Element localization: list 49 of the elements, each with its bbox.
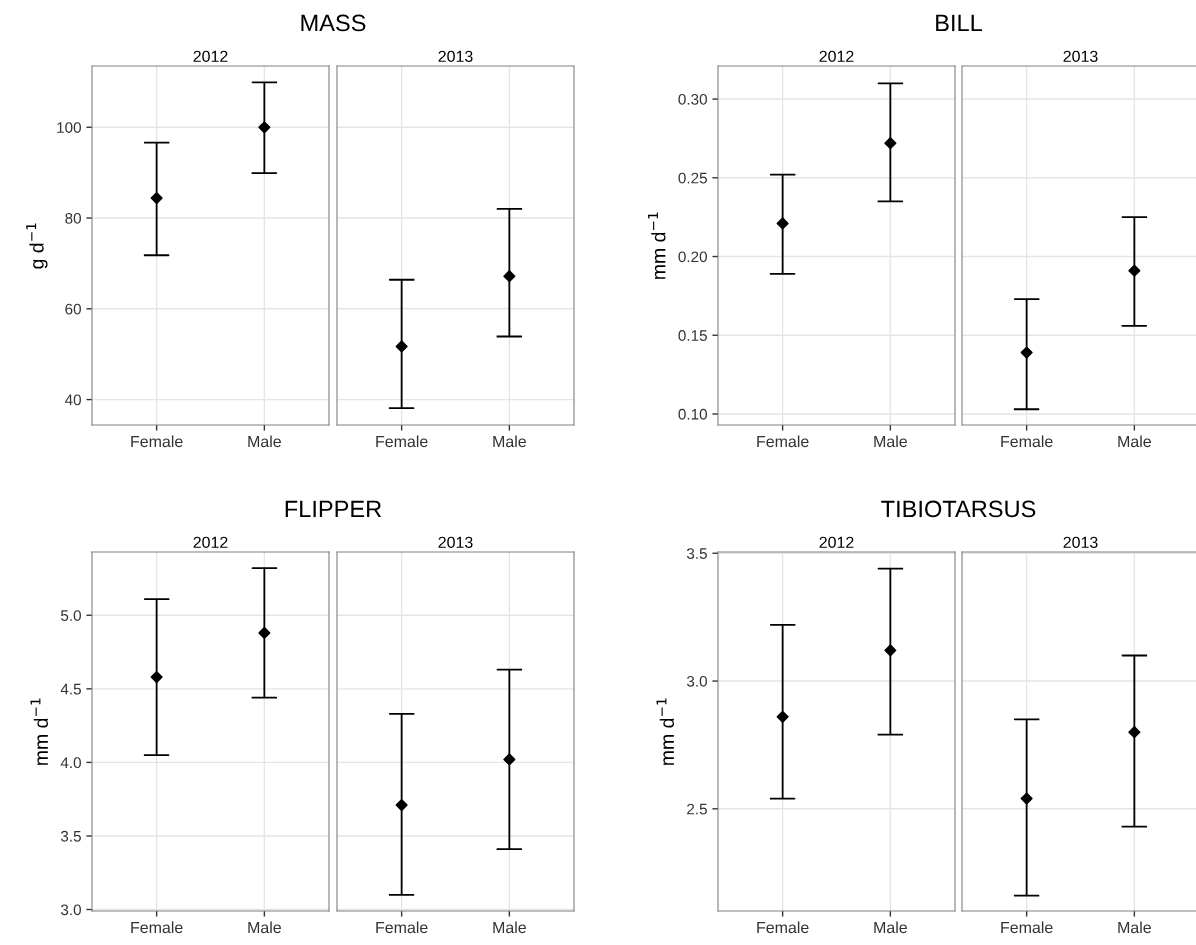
chart-subtitle: 2012 bbox=[193, 50, 228, 62]
y-axis-title: mm d$^{−1}$ bbox=[30, 698, 49, 765]
y-tick-label: 40 bbox=[64, 394, 81, 406]
chart-subtitle: 2013 bbox=[438, 50, 473, 62]
y-tick-label: 60 bbox=[65, 303, 81, 315]
y-tick-label: 3.5 bbox=[686, 548, 707, 559]
chart-title: MASS bbox=[301, 14, 366, 32]
x-tick-label: Female bbox=[131, 921, 183, 934]
y-tick-label: 100 bbox=[57, 122, 81, 133]
x-tick-label: Male bbox=[493, 921, 526, 934]
x-tick-label: Male bbox=[874, 921, 907, 934]
x-tick-label: Female bbox=[376, 921, 428, 934]
y-axis-title: mm d$^{−1}$ bbox=[647, 212, 666, 279]
x-tick-label: Male bbox=[248, 921, 281, 934]
chart-subtitle: 2013 bbox=[438, 536, 473, 548]
x-tick-label: Male bbox=[493, 435, 526, 448]
chart-title: TIBIOTARSUS bbox=[881, 500, 1036, 518]
y-tick-label: 4.5 bbox=[60, 683, 81, 695]
x-tick-label: Female bbox=[131, 435, 183, 448]
y-axis-title: g d$^{−1}$ bbox=[26, 223, 48, 269]
y-tick-label: 0.25 bbox=[678, 172, 707, 184]
y-tick-label: 3.0 bbox=[686, 675, 707, 687]
chart-title: FLIPPER bbox=[285, 500, 382, 518]
y-tick-label: 80 bbox=[65, 212, 81, 224]
chart-subtitle: 2012 bbox=[193, 536, 228, 548]
chart-title: BILL bbox=[936, 14, 982, 32]
chart-subtitle: 2013 bbox=[1063, 50, 1098, 62]
x-tick-label: Female bbox=[757, 921, 809, 934]
y-tick-label: 0.30 bbox=[678, 93, 707, 105]
y-tick-label: 0.10 bbox=[678, 408, 707, 420]
x-tick-label: Male bbox=[1118, 921, 1151, 934]
y-tick-label: 0.20 bbox=[678, 251, 707, 263]
y-tick-label: 2.5 bbox=[687, 803, 707, 815]
y-tick-label: 5.0 bbox=[60, 610, 81, 621]
chart-subtitle: 2013 bbox=[1063, 536, 1098, 548]
x-tick-label: Male bbox=[248, 435, 281, 448]
x-tick-label: Male bbox=[874, 435, 907, 448]
y-axis-title: mm d$^{−1}$ bbox=[656, 698, 675, 765]
x-tick-label: Male bbox=[1118, 435, 1151, 448]
x-tick-label: Female bbox=[376, 435, 428, 448]
y-tick-label: 3.5 bbox=[60, 830, 81, 842]
y-tick-label: 4.0 bbox=[60, 757, 81, 769]
y-tick-label: 0.15 bbox=[678, 330, 707, 341]
y-tick-label: 3.0 bbox=[60, 904, 81, 916]
x-tick-label: Female bbox=[757, 435, 809, 448]
x-tick-label: Female bbox=[1001, 921, 1053, 934]
chart-subtitle: 2012 bbox=[819, 50, 854, 62]
x-tick-label: Female bbox=[1001, 435, 1053, 448]
chart-subtitle: 2012 bbox=[819, 536, 854, 548]
